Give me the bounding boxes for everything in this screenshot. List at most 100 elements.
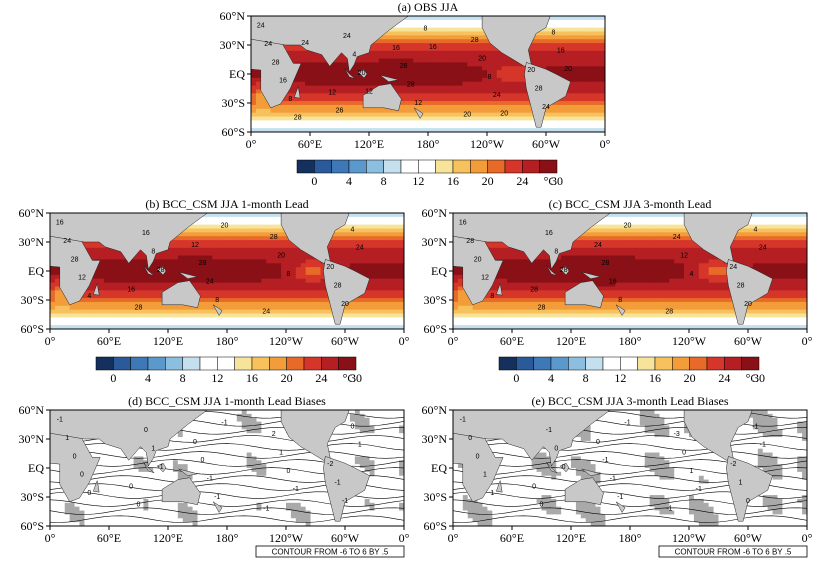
field-cell — [452, 27, 459, 33]
field-cell — [217, 220, 223, 226]
field-cell — [276, 305, 282, 311]
field-cell — [457, 89, 464, 94]
field-cell — [231, 298, 238, 303]
field-cell — [266, 247, 272, 253]
field-cell — [241, 313, 248, 318]
field-cell — [398, 54, 405, 60]
field-cell — [79, 309, 86, 315]
field-cell — [300, 313, 307, 318]
field-cell — [408, 62, 414, 67]
field-cell — [482, 31, 488, 36]
field-cell — [349, 116, 355, 121]
field-cell — [506, 108, 513, 114]
field-cell — [192, 247, 199, 253]
field-cell — [290, 309, 297, 315]
field-cell — [403, 16, 409, 21]
field-cell — [295, 286, 302, 291]
field-cell — [349, 251, 356, 257]
land-mass — [362, 83, 402, 111]
field-cell — [54, 298, 61, 303]
field-cell — [447, 97, 454, 102]
field-cell — [512, 317, 518, 322]
field-cell — [261, 251, 267, 257]
field-cell — [423, 27, 429, 33]
field-cell — [428, 77, 434, 83]
field-cell — [89, 309, 95, 315]
contour-label: 24 — [343, 33, 351, 40]
field-cell — [222, 309, 228, 315]
field-cell — [482, 70, 488, 75]
field-cell — [600, 39, 605, 44]
field-cell — [359, 263, 366, 268]
field-cell — [482, 50, 488, 56]
field-cell — [472, 62, 478, 67]
field-cell — [555, 116, 562, 121]
field-cell — [536, 31, 542, 36]
field-cell — [408, 23, 414, 29]
field-cell — [255, 74, 262, 79]
field-cell — [550, 35, 557, 40]
field-cell — [585, 120, 591, 125]
field-cell — [418, 54, 424, 60]
field-cell — [109, 294, 115, 299]
field-cell — [340, 232, 346, 237]
field-cell — [546, 43, 552, 48]
field-cell — [531, 58, 537, 63]
field-cell — [428, 35, 434, 40]
field-cell — [462, 35, 468, 40]
field-cell — [84, 298, 90, 303]
field-cell — [585, 66, 591, 71]
field-cell — [502, 267, 508, 272]
field-cell — [251, 259, 258, 264]
x-tick-label: 60°E — [298, 137, 322, 151]
field-cell — [373, 108, 380, 114]
field-cell — [113, 321, 120, 326]
field-cell — [261, 305, 267, 311]
field-cell — [482, 112, 488, 118]
field-cell — [305, 286, 312, 291]
field-cell — [246, 232, 253, 237]
field-cell — [521, 294, 528, 299]
field-cell — [359, 240, 366, 245]
field-cell — [339, 124, 346, 129]
field-cell — [359, 220, 366, 226]
field-cell — [227, 317, 233, 322]
field-cell — [310, 89, 316, 94]
field-cell — [286, 243, 292, 249]
field-cell — [212, 317, 218, 322]
field-cell — [207, 321, 213, 326]
field-cell — [315, 282, 322, 288]
field-cell — [222, 294, 228, 299]
field-cell — [487, 305, 493, 311]
field-cell — [442, 112, 449, 118]
field-cell — [482, 313, 489, 318]
field-cell — [521, 89, 527, 94]
field-cell — [491, 77, 498, 83]
field-cell — [236, 309, 243, 315]
field-cell — [300, 271, 307, 276]
field-cell — [295, 271, 302, 276]
field-cell — [104, 282, 110, 288]
field-cell — [369, 108, 375, 114]
field-cell — [516, 93, 523, 98]
field-cell — [555, 120, 562, 125]
field-cell — [354, 216, 361, 222]
field-cell — [163, 267, 169, 272]
field-cell — [187, 243, 194, 249]
field-cell — [197, 216, 204, 222]
field-cell — [403, 66, 409, 71]
field-cell — [310, 116, 316, 121]
field-cell — [241, 301, 248, 307]
field-cell — [442, 124, 449, 129]
field-cell — [202, 282, 208, 288]
field-cell — [501, 112, 508, 118]
field-cell — [187, 228, 194, 233]
field-cell — [570, 120, 577, 125]
field-cell — [236, 213, 243, 218]
field-cell — [300, 298, 307, 303]
field-cell — [496, 128, 503, 132]
field-cell — [84, 309, 90, 315]
field-cell — [580, 54, 586, 60]
field-cell — [315, 305, 322, 311]
field-cell — [428, 16, 434, 21]
